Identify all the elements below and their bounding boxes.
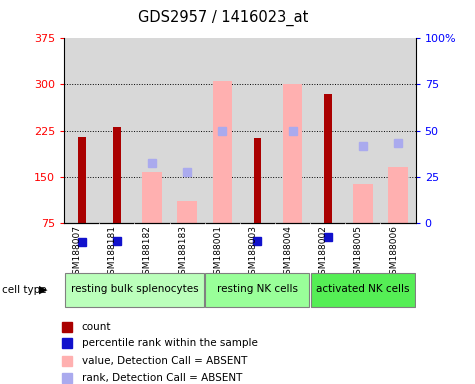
Bar xyxy=(65,273,204,307)
Text: GSM188182: GSM188182 xyxy=(143,225,152,280)
Text: GSM188002: GSM188002 xyxy=(319,225,328,280)
Bar xyxy=(283,84,302,223)
Text: cell type: cell type xyxy=(2,285,47,295)
Bar xyxy=(213,81,232,223)
Text: activated NK cells: activated NK cells xyxy=(316,284,409,294)
Text: GSM188004: GSM188004 xyxy=(284,225,293,280)
Bar xyxy=(134,38,170,223)
Bar xyxy=(113,127,121,223)
Bar xyxy=(345,38,380,223)
Text: GSM188003: GSM188003 xyxy=(248,225,257,280)
Text: resting bulk splenocytes: resting bulk splenocytes xyxy=(71,284,198,294)
Text: rank, Detection Call = ABSENT: rank, Detection Call = ABSENT xyxy=(82,372,242,382)
Bar xyxy=(353,184,372,223)
Text: value, Detection Call = ABSENT: value, Detection Call = ABSENT xyxy=(82,356,247,366)
Bar xyxy=(310,38,345,223)
Bar xyxy=(64,38,99,223)
Text: GDS2957 / 1416023_at: GDS2957 / 1416023_at xyxy=(138,10,308,26)
Bar xyxy=(205,38,240,223)
Bar xyxy=(380,38,416,223)
Bar xyxy=(254,138,261,223)
Text: GSM188181: GSM188181 xyxy=(108,225,117,280)
Bar xyxy=(170,38,205,223)
Text: ▶: ▶ xyxy=(39,285,48,295)
Bar xyxy=(178,201,197,223)
Bar xyxy=(99,38,134,223)
Text: GSM188007: GSM188007 xyxy=(73,225,82,280)
Text: GSM188183: GSM188183 xyxy=(178,225,187,280)
Bar xyxy=(311,273,415,307)
Bar xyxy=(205,273,310,307)
Bar xyxy=(142,172,162,223)
Bar xyxy=(240,38,275,223)
Bar xyxy=(275,38,310,223)
Text: GSM188001: GSM188001 xyxy=(213,225,222,280)
Bar xyxy=(324,94,332,223)
Text: resting NK cells: resting NK cells xyxy=(217,284,298,294)
Text: count: count xyxy=(82,322,111,332)
Text: GSM188005: GSM188005 xyxy=(354,225,363,280)
Bar xyxy=(389,167,408,223)
Text: GSM188006: GSM188006 xyxy=(389,225,398,280)
Bar xyxy=(78,137,86,223)
Text: percentile rank within the sample: percentile rank within the sample xyxy=(82,338,257,348)
